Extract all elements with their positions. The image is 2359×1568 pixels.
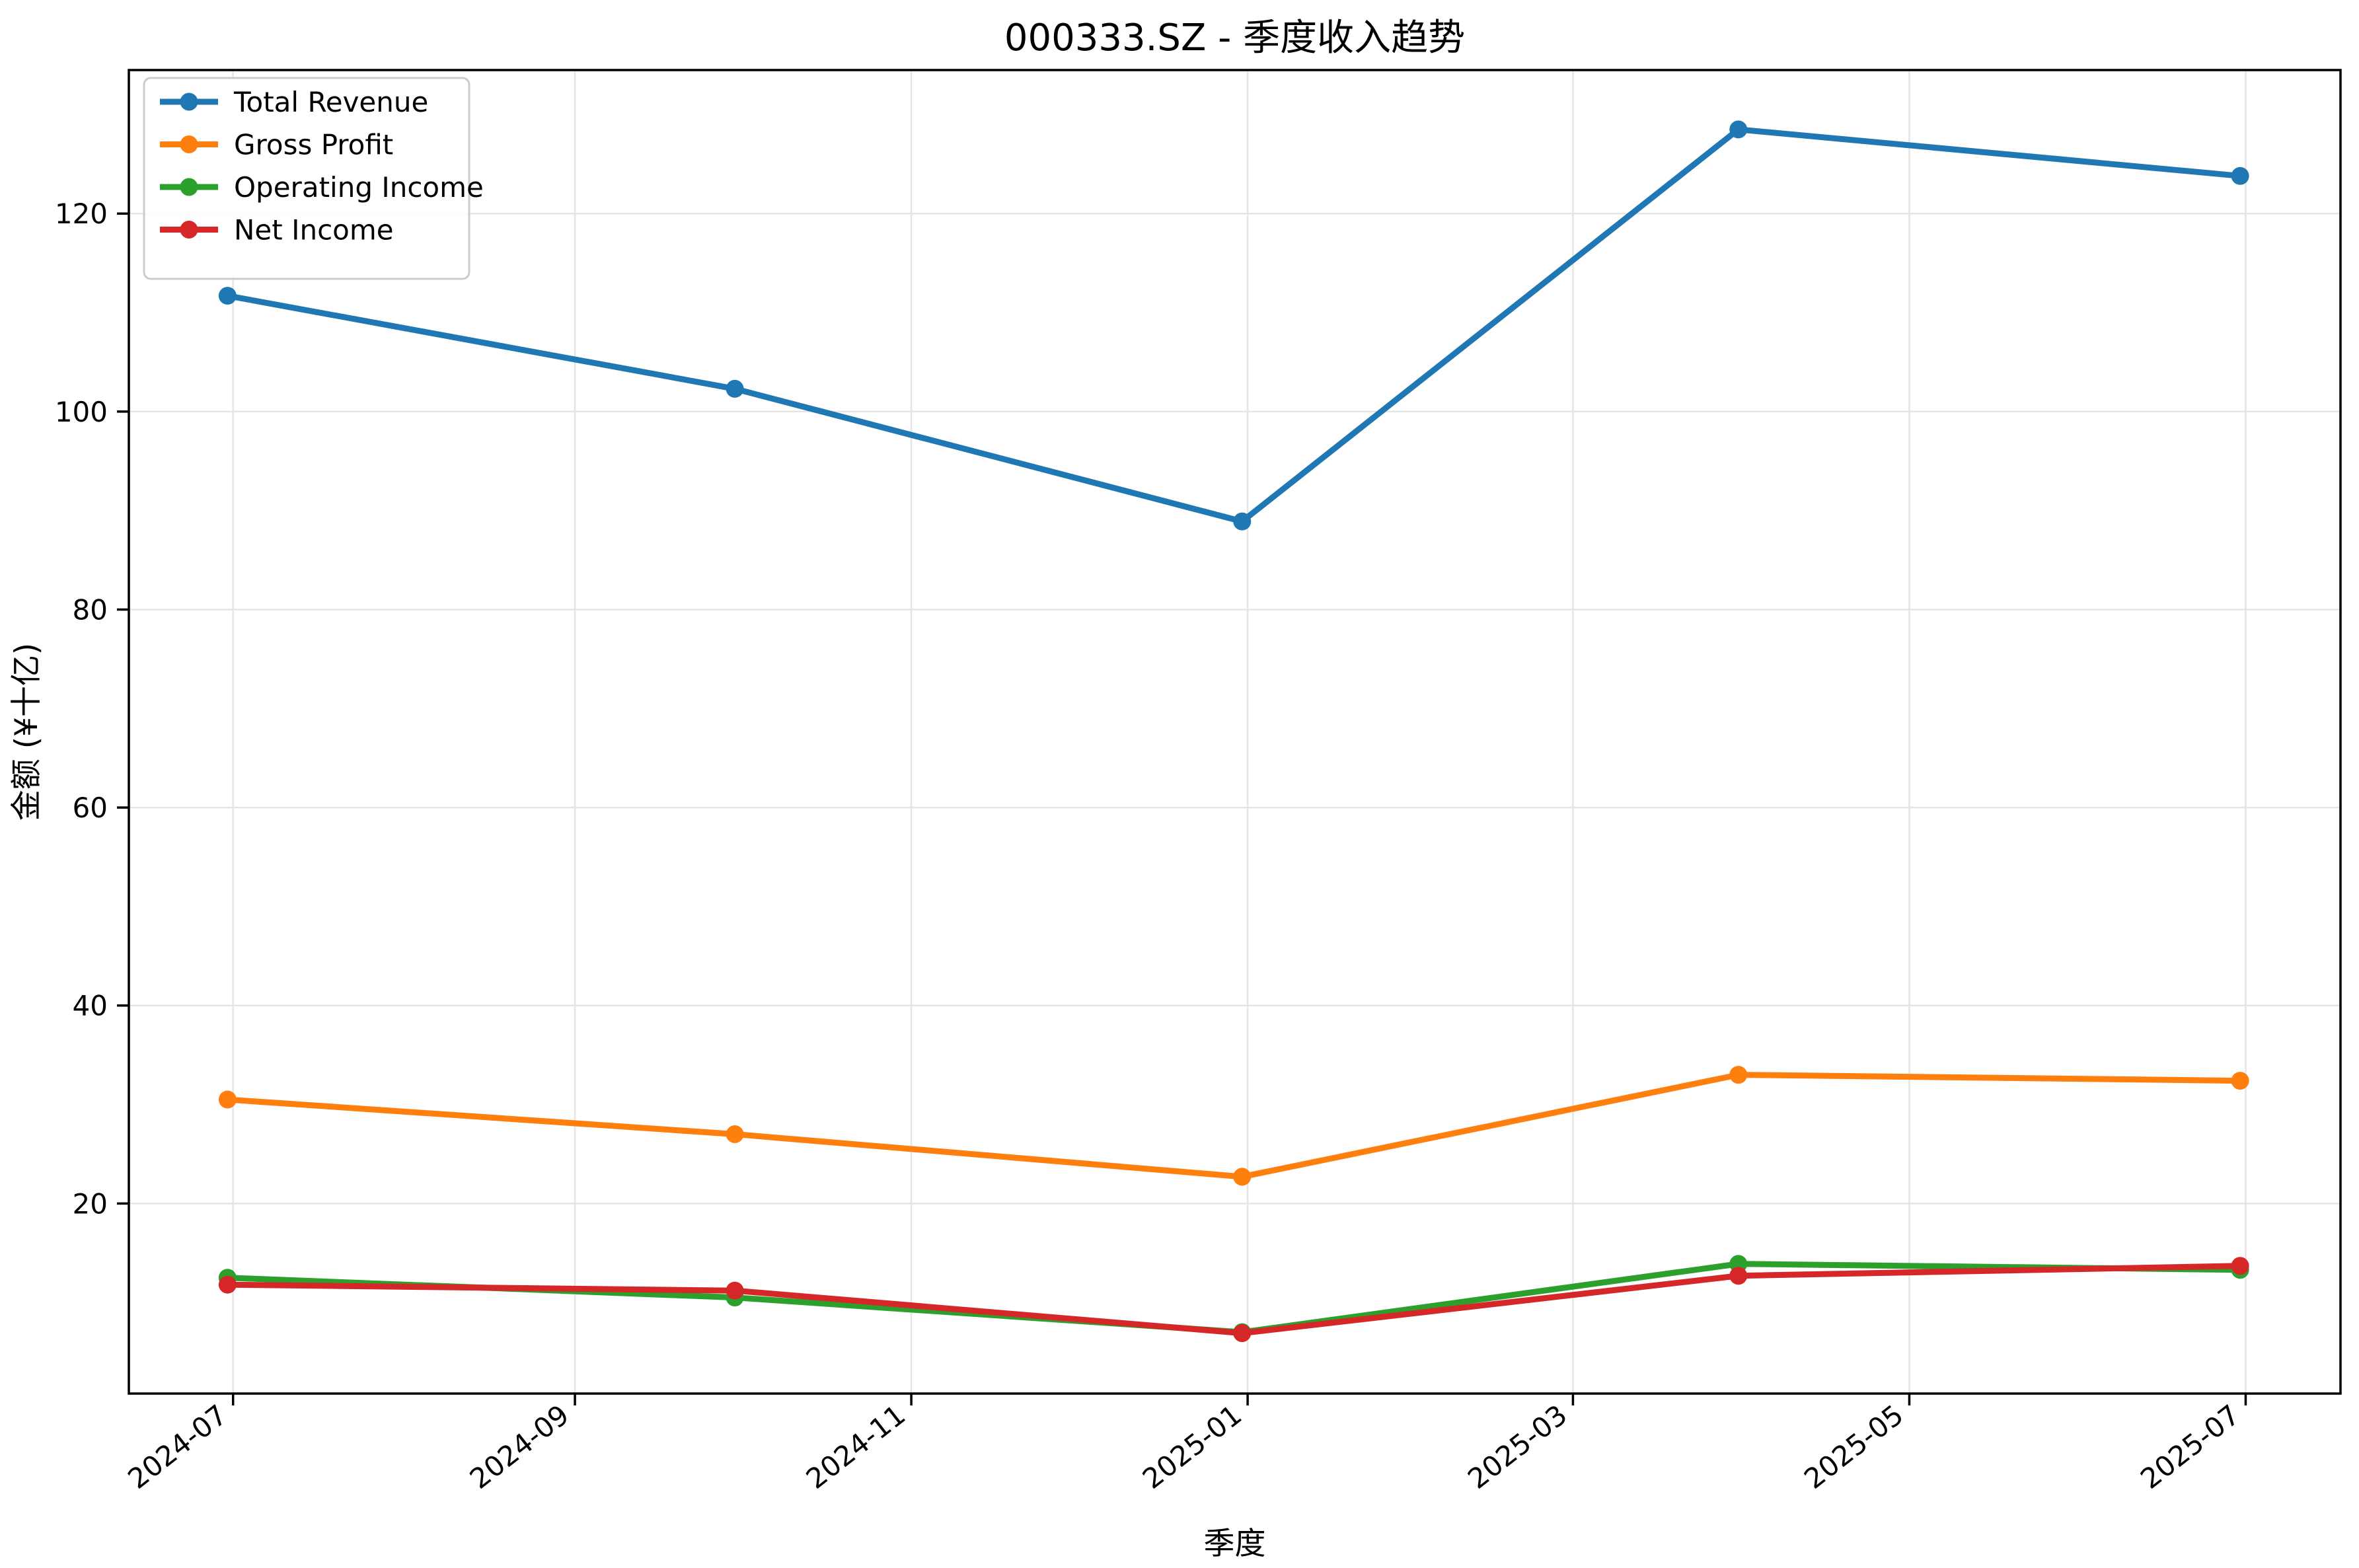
series-net-income (218, 1257, 2249, 1343)
series-line-gross-profit (224, 1072, 2243, 1180)
legend-label: Total Revenue (233, 86, 428, 118)
data-point-gross-profit (1729, 1066, 1748, 1084)
x-tick-label: 2025-03 (1462, 1398, 1573, 1495)
legend-box (143, 77, 470, 280)
axis-ticks (117, 212, 2247, 1405)
legend-item-operating-income: Operating Income (160, 171, 484, 204)
legend-item-net-income: Net Income (160, 214, 394, 246)
series-line-total-revenue (224, 126, 2243, 525)
x-tick-label: 2024-11 (800, 1398, 911, 1495)
data-point-net-income (1233, 1324, 1252, 1343)
series-total-revenue (218, 120, 2249, 531)
axis-tick-labels: 20 40 60 80 100 120 2024-07 2024-09 2024-11 2025-… (55, 198, 2246, 1495)
data-point-gross-profit (218, 1090, 237, 1109)
data-point-total-revenue (2231, 167, 2249, 185)
chart-title: 000333.SZ - 季度收入趋势 (1004, 17, 1465, 59)
data-point-net-income (2231, 1257, 2249, 1275)
series-operating-income (218, 1255, 2249, 1341)
data-point-total-revenue (1729, 120, 1748, 139)
legend-marker (180, 178, 198, 196)
legend-marker (180, 93, 198, 111)
data-point-gross-profit (1233, 1168, 1252, 1186)
legend-marker (180, 221, 198, 239)
data-point-gross-profit (2231, 1072, 2249, 1090)
legend-marker (180, 135, 198, 153)
data-point-total-revenue (218, 287, 237, 305)
y-axis-label: 金额 (¥十亿) (9, 643, 45, 821)
legend-label: Net Income (234, 214, 394, 246)
series-line-net-income (224, 1263, 2243, 1337)
data-point-total-revenue (726, 379, 744, 398)
legend-label: Operating Income (234, 171, 484, 204)
y-tick-label: 60 (73, 792, 108, 824)
x-tick-label: 2025-05 (1798, 1398, 1909, 1495)
plot-spines (128, 69, 2342, 1395)
y-tick-label: 80 (73, 593, 108, 626)
data-point-net-income (726, 1281, 744, 1300)
legend: Total Revenue Gross Profit Operating Incom… (143, 77, 484, 280)
y-tick-label: 100 (55, 396, 108, 428)
x-tick-label: 2025-07 (2134, 1398, 2245, 1495)
legend-label: Gross Profit (234, 129, 393, 161)
y-tick-label: 120 (55, 198, 108, 230)
data-point-gross-profit (726, 1125, 744, 1143)
data-series (218, 120, 2249, 1343)
y-tick-label: 20 (73, 1187, 108, 1220)
plot-border (128, 69, 2342, 1395)
x-tick-label: 2024-09 (464, 1398, 575, 1495)
x-tick-label: 2025-01 (1137, 1398, 1248, 1495)
gridlines (129, 70, 2340, 1394)
legend-item-gross-profit: Gross Profit (160, 129, 393, 161)
x-axis-label: 季度 (1204, 1526, 1266, 1562)
data-point-net-income (218, 1275, 237, 1294)
data-point-net-income (1729, 1267, 1748, 1285)
x-tick-label: 2024-07 (122, 1398, 233, 1495)
series-gross-profit (218, 1066, 2249, 1186)
legend-item-total-revenue: Total Revenue (160, 86, 428, 118)
data-point-total-revenue (1233, 512, 1252, 531)
y-tick-label: 40 (73, 990, 108, 1022)
